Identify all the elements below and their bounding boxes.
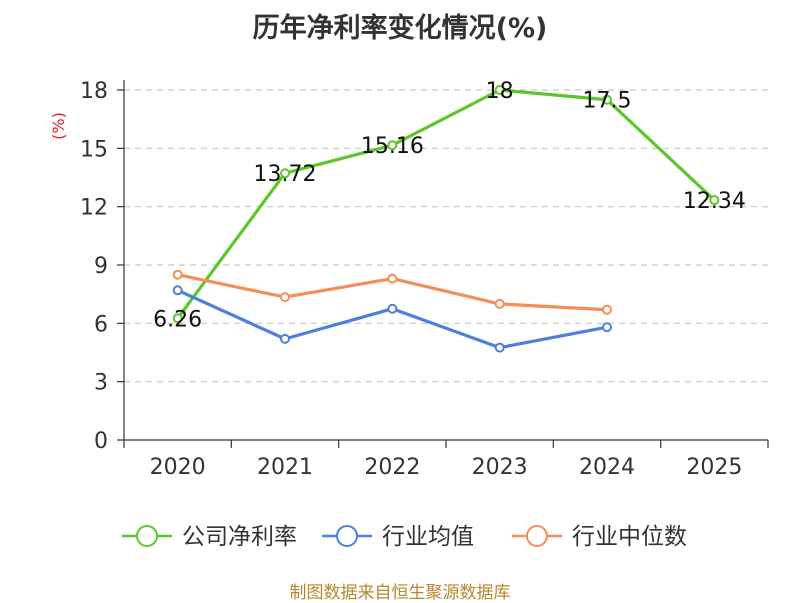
- series-layer: [172, 85, 720, 353]
- data-point: [494, 85, 505, 95]
- source-note: 制图数据来自恒生聚源数据库: [289, 583, 511, 603]
- data-label: 6.26: [153, 307, 202, 332]
- grid-lines: [124, 89, 768, 383]
- data-labels: 6.26 13.72 15.16 18 17.5 12.34: [153, 79, 746, 332]
- data-point: [494, 342, 505, 353]
- data-point: [172, 269, 183, 280]
- series-line: [177, 288, 608, 350]
- data-point: [387, 140, 398, 151]
- legend-marker: [336, 525, 358, 547]
- chart-title: 历年净利率变化情况(%): [252, 13, 548, 44]
- legend-label: 公司净利率: [182, 524, 297, 550]
- x-tick-label: 2020: [150, 455, 206, 480]
- y-tick-label: 9: [94, 254, 108, 279]
- data-point: [280, 292, 290, 303]
- data-point: [387, 273, 398, 284]
- data-label: 17.5: [583, 89, 632, 114]
- y-tick-label: 15: [80, 137, 108, 162]
- legend-label: 行业均值: [382, 524, 474, 550]
- legend-marker: [526, 525, 548, 547]
- x-tick-label: 2024: [579, 455, 635, 480]
- data-point: [494, 298, 505, 309]
- x-tick-label: 2022: [364, 455, 420, 480]
- x-tick-label: 2025: [686, 455, 742, 480]
- data-label: 18: [486, 79, 514, 104]
- data-point: [280, 168, 290, 179]
- data-label: 13.72: [254, 162, 317, 187]
- data-point: [172, 285, 183, 296]
- legend-label: 行业中位数: [572, 524, 687, 550]
- series-line: [176, 88, 716, 320]
- y-tick-label: 0: [94, 429, 108, 454]
- y-tick-label: 6: [94, 312, 108, 337]
- data-label: 12.34: [683, 189, 746, 214]
- axes: 0 3 6 9 12 15 18 2020 2021 2022 2023 2024 2025: [80, 79, 769, 480]
- data-point: [709, 195, 720, 206]
- data-point: [280, 333, 290, 344]
- data-point: [602, 322, 612, 333]
- data-point: [602, 304, 612, 315]
- data-point: [172, 313, 183, 324]
- y-tick-label: 18: [80, 79, 108, 104]
- legend: 公司净利率 行业均值 行业中位数: [122, 524, 687, 550]
- x-tick-label: 2023: [472, 455, 528, 480]
- y-tick-label: 3: [94, 371, 108, 396]
- data-point: [602, 94, 612, 105]
- x-tick-label: 2021: [257, 455, 313, 480]
- legend-marker: [136, 525, 158, 547]
- data-point: [387, 303, 398, 314]
- y-tick-label: 12: [80, 196, 108, 221]
- data-label: 15.16: [361, 134, 424, 159]
